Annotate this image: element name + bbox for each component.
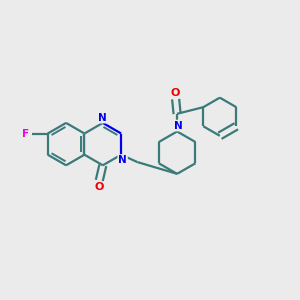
Text: N: N	[118, 155, 127, 165]
Text: O: O	[171, 88, 180, 98]
Text: O: O	[94, 182, 104, 192]
Text: N: N	[174, 121, 183, 130]
Text: F: F	[22, 128, 29, 139]
Text: N: N	[98, 112, 107, 123]
